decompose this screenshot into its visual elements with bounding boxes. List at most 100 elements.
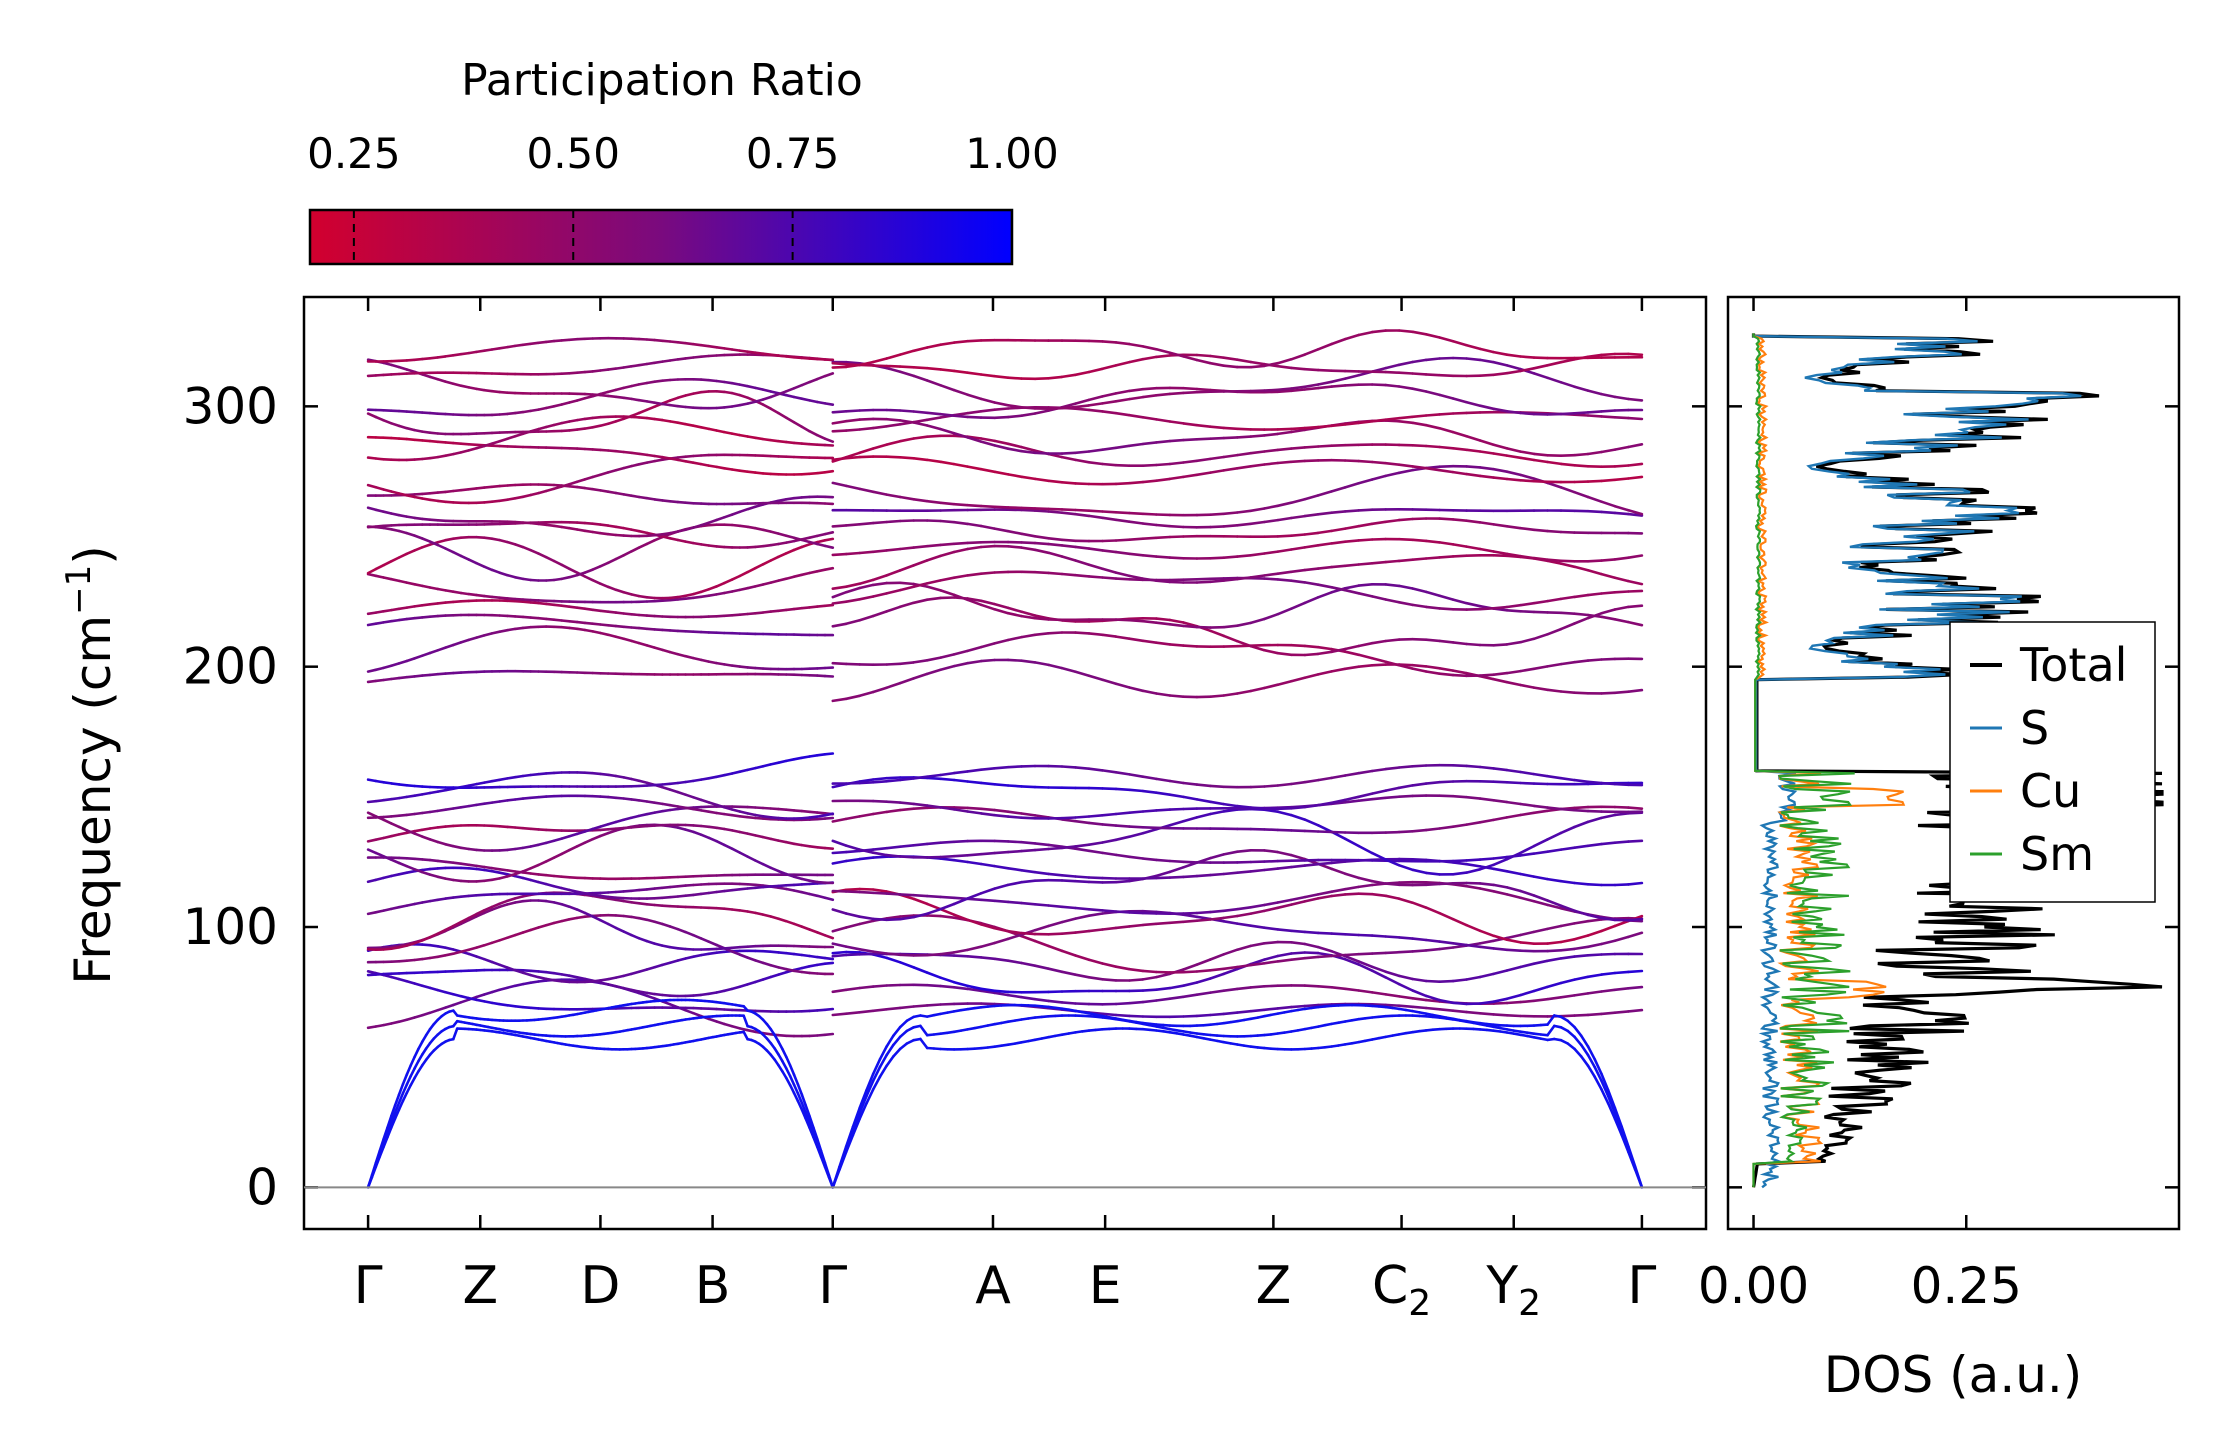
phonon-band	[490, 537, 502, 542]
phonon-band	[684, 526, 695, 532]
phonon-band	[1155, 858, 1172, 863]
phonon-band	[684, 405, 695, 410]
phonon-band	[1465, 434, 1482, 442]
phonon-band	[490, 938, 502, 945]
phonon-band	[1074, 559, 1091, 567]
phonon-band	[1505, 640, 1522, 646]
phonon-band	[366, 483, 378, 489]
phonon-band	[645, 644, 656, 649]
phonon-band	[1546, 774, 1563, 780]
phonon-band	[885, 983, 902, 987]
phonon-band	[653, 338, 664, 343]
phonon-band	[858, 487, 875, 494]
phonon-band	[769, 963, 780, 969]
phonon-band	[925, 971, 942, 980]
phonon-band	[374, 876, 385, 882]
phonon-band	[800, 890, 811, 896]
phonon-band	[475, 781, 486, 786]
phonon-band	[544, 882, 556, 888]
phonon-band	[823, 752, 835, 756]
phonon-band	[1316, 490, 1333, 497]
phonon-band	[885, 588, 902, 595]
phonon-band	[1586, 592, 1603, 597]
phonon-band	[599, 390, 610, 396]
phonon-band	[413, 828, 424, 833]
phonon-band	[389, 946, 401, 951]
phonon-band	[952, 770, 969, 775]
phonon-band	[1370, 383, 1387, 387]
phonon-band	[1384, 598, 1401, 604]
phonon-band	[753, 562, 765, 570]
phonon-band	[1505, 454, 1522, 460]
phonon-band	[1303, 543, 1320, 549]
phonon-band	[459, 846, 471, 851]
phonon-band	[1438, 393, 1455, 400]
phonon-band	[1060, 402, 1077, 409]
phonon-band	[1303, 386, 1320, 391]
phonon-band	[1370, 951, 1387, 955]
phonon-band	[1047, 551, 1064, 558]
phonon-band	[1209, 989, 1226, 994]
phonon-band	[1168, 643, 1185, 647]
phonon-band	[1263, 683, 1280, 690]
phonon-band	[925, 366, 942, 371]
phonon-band	[661, 802, 672, 807]
acoustic-band	[878, 1053, 889, 1069]
phonon-band	[583, 425, 595, 430]
k-point-letter: Z	[462, 1256, 498, 1316]
phonon-band	[1627, 442, 1644, 449]
phonon-band	[583, 771, 595, 775]
phonon-band	[912, 582, 929, 589]
phonon-band	[1573, 1013, 1590, 1017]
phonon-band	[529, 408, 540, 413]
phonon-band	[1451, 339, 1468, 347]
phonon-band	[1222, 965, 1239, 971]
phonon-band	[1316, 590, 1333, 599]
acoustic-band	[804, 1111, 811, 1124]
phonon-band	[1573, 975, 1590, 981]
phonon-band	[871, 364, 889, 368]
phonon-band	[979, 989, 996, 995]
phonon-band	[844, 857, 862, 863]
phonon-band	[622, 986, 633, 992]
acoustic-band	[898, 1042, 909, 1051]
phonon-band	[1114, 965, 1131, 971]
phonon-band	[1519, 601, 1536, 607]
phonon-band	[823, 956, 835, 961]
phonon-band	[1276, 430, 1293, 436]
phonon-band	[1155, 997, 1172, 1002]
phonon-band	[459, 554, 471, 561]
phonon-band	[692, 424, 703, 429]
phonon-band	[1290, 929, 1307, 934]
phonon-band	[777, 411, 788, 420]
acoustic-band	[451, 1027, 459, 1041]
phonon-band	[552, 421, 564, 427]
phonon-band	[966, 339, 983, 343]
phonon-band	[699, 587, 711, 594]
phonon-band	[451, 844, 463, 850]
phonon-band	[382, 664, 393, 670]
phonon-band	[653, 417, 664, 422]
phonon-band	[715, 773, 726, 779]
phonon-band	[1343, 885, 1360, 891]
phonon-band	[844, 586, 862, 594]
phonon-band	[831, 600, 848, 605]
phonon-band	[614, 611, 626, 615]
phonon-band	[966, 597, 983, 603]
phonon-band	[722, 888, 734, 893]
phonon-band	[885, 519, 902, 524]
k-point-letter: Γ	[818, 1256, 847, 1316]
phonon-band	[722, 405, 734, 409]
acoustic-band	[892, 1035, 902, 1047]
phonon-band	[475, 561, 486, 569]
phonon-band	[1101, 962, 1118, 969]
phonon-band	[498, 628, 509, 634]
phonon-band	[1559, 530, 1576, 534]
phonon-band	[1195, 625, 1212, 629]
phonon-band	[1424, 390, 1441, 397]
phonon-band	[939, 771, 956, 777]
phonon-band	[1505, 353, 1522, 358]
phonon-band	[1397, 995, 1414, 1000]
acoustic-band	[838, 1145, 848, 1168]
phonon-band	[1209, 361, 1226, 368]
